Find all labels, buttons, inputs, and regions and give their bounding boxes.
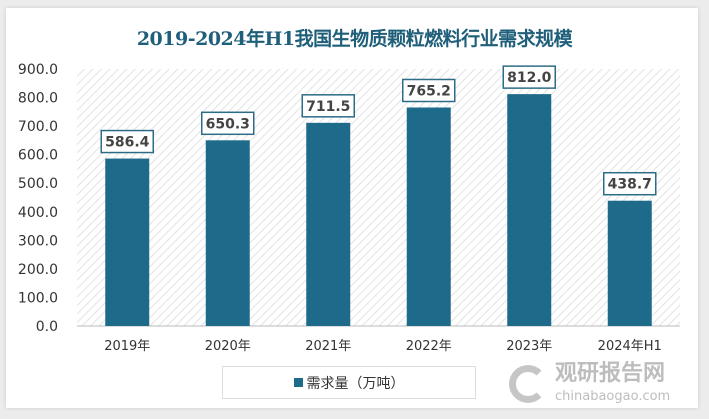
legend: 需求量（万吨）	[222, 366, 476, 399]
bar	[607, 200, 652, 326]
x-tick-label: 2020年	[205, 339, 251, 354]
x-tick-label: 2024年H1	[598, 339, 662, 354]
bar	[406, 107, 451, 326]
bar	[507, 94, 552, 326]
watermark-en: chinabaogao.com	[555, 389, 671, 404]
legend-label: 需求量（万吨）	[306, 375, 405, 392]
x-tick-label: 2023年	[506, 339, 552, 354]
y-tick-label: 200.0	[18, 262, 58, 278]
data-label: 438.7	[608, 177, 652, 193]
data-label-box	[502, 65, 556, 89]
y-tick-label: 300.0	[18, 233, 58, 249]
y-tick-label: 500.0	[18, 176, 58, 192]
y-tick-label: 100.0	[18, 290, 58, 306]
data-label: 711.5	[306, 99, 350, 115]
data-label-box	[402, 78, 456, 103]
y-tick-label: 800.0	[18, 91, 58, 107]
x-tick-label: 2022年	[406, 339, 452, 354]
watermark: 观研报告网 chinabaogao.com	[505, 361, 695, 407]
plot-area	[77, 69, 680, 326]
data-label-box	[201, 111, 255, 136]
y-tick-label: 400.0	[18, 205, 58, 221]
x-tick-label: 2019年	[104, 339, 150, 354]
bar	[306, 122, 351, 326]
y-tick-label: 700.0	[18, 119, 58, 135]
data-label: 650.3	[206, 116, 250, 132]
data-label: 586.4	[105, 135, 150, 151]
y-tick-label: 900.0	[18, 62, 58, 78]
data-label-box	[100, 129, 154, 154]
chart-title: 2019-2024年H1我国生物质颗粒燃料行业需求规模	[136, 28, 573, 50]
legend-swatch	[293, 378, 303, 387]
watermark-logo-icon	[509, 365, 547, 403]
y-tick-label: 0.0	[36, 319, 58, 335]
bar	[205, 140, 250, 326]
data-label: 765.2	[407, 83, 451, 99]
data-label-box	[301, 94, 355, 118]
watermark-cn: 观研报告网	[555, 361, 666, 386]
data-label-box	[603, 171, 657, 196]
x-tick-label: 2021年	[305, 339, 351, 354]
y-tick-label: 600.0	[18, 148, 58, 164]
bar	[105, 158, 150, 326]
data-label: 812.0	[507, 70, 552, 86]
